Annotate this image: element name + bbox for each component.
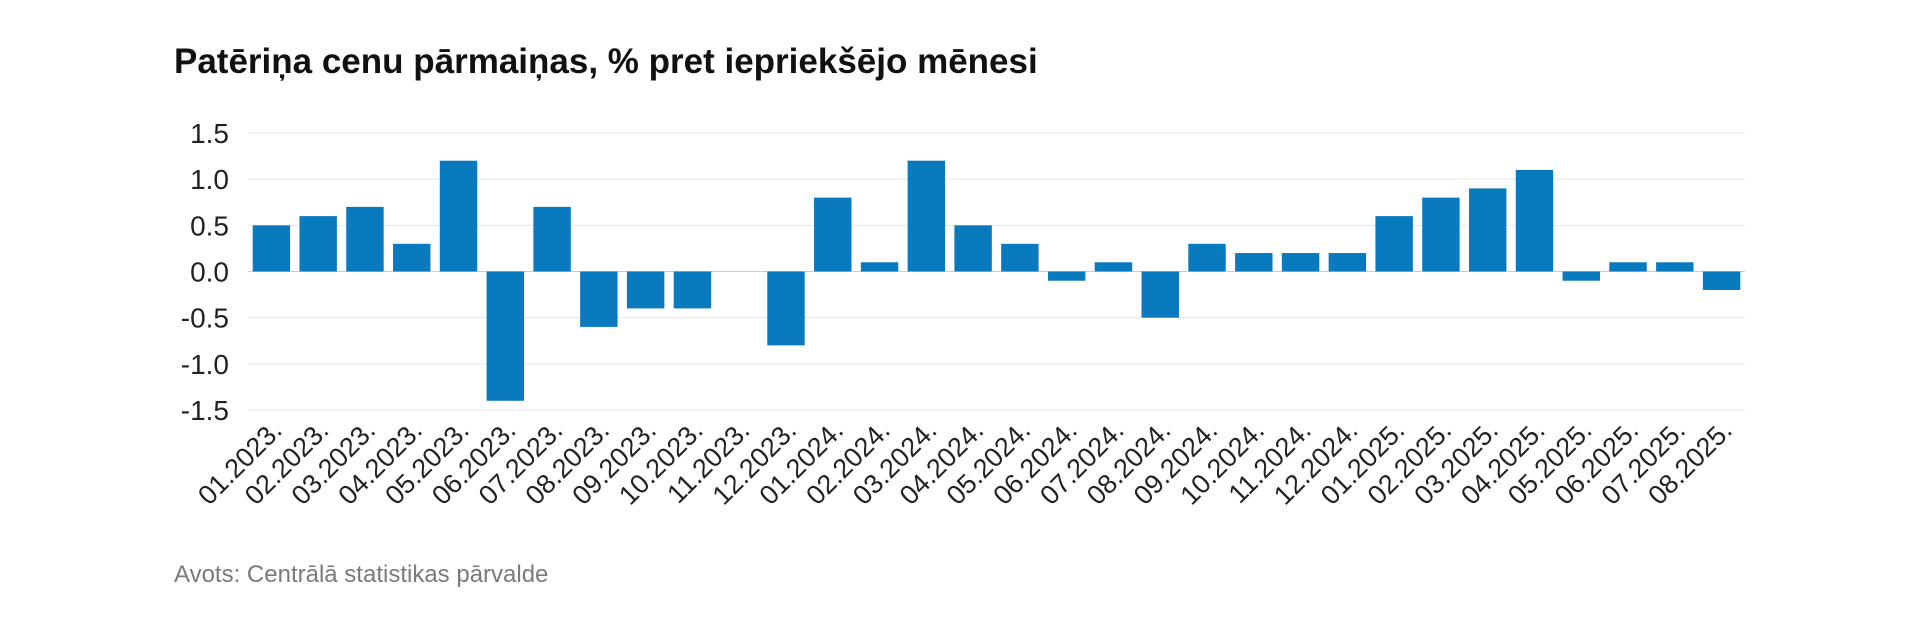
bar-02-2023 — [299, 216, 337, 272]
bar-05-2025 — [1562, 271, 1600, 281]
bar-08-2024 — [1141, 271, 1179, 318]
bar-12-2023 — [767, 271, 805, 346]
y-tick-label: 1.5 — [190, 118, 229, 149]
bar-02-2025 — [1422, 197, 1460, 272]
bar-08-2023 — [580, 271, 618, 327]
bar-07-2023 — [533, 206, 571, 272]
bar-11-2024 — [1281, 253, 1320, 272]
bar-01-2024 — [814, 197, 852, 272]
bar-05-2023 — [439, 160, 478, 272]
y-tick-label: -1.5 — [181, 395, 229, 426]
bar-06-2025 — [1609, 262, 1647, 272]
bar-09-2024 — [1188, 243, 1226, 272]
bar-05-2024 — [1001, 243, 1039, 272]
bars — [252, 160, 1741, 401]
bar-04-2024 — [954, 225, 992, 272]
bar-03-2025 — [1468, 188, 1507, 272]
bar-03-2023 — [346, 206, 384, 272]
chart-title: Patēriņa cenu pārmaiņas, % pret iepriekš… — [174, 42, 1038, 81]
y-tick-label: -1.0 — [181, 349, 229, 380]
bar-12-2024 — [1328, 253, 1367, 272]
y-tick-label: 0.5 — [190, 210, 229, 241]
bar-10-2023 — [673, 271, 712, 309]
bar-07-2025 — [1656, 262, 1694, 272]
bar-04-2025 — [1515, 169, 1554, 272]
bar-04-2023 — [393, 243, 431, 272]
source-note: Avots: Centrālā statistikas pārvalde — [174, 561, 549, 588]
y-tick-label: -0.5 — [181, 303, 229, 334]
bar-01-2025 — [1375, 216, 1413, 272]
y-tick-label: 0.0 — [190, 257, 229, 288]
bar-06-2023 — [486, 271, 525, 401]
x-axis-ticks: 01.2023.02.2023.03.2023.04.2023.05.2023.… — [192, 415, 1738, 511]
bar-01-2023 — [252, 225, 291, 272]
bar-02-2024 — [860, 262, 899, 272]
bar-08-2025 — [1702, 271, 1741, 290]
bar-07-2024 — [1094, 262, 1133, 272]
bar-10-2024 — [1235, 253, 1273, 272]
bar-06-2024 — [1047, 271, 1086, 281]
y-tick-label: 1.0 — [190, 164, 229, 195]
bar-09-2023 — [626, 271, 665, 309]
bar-03-2024 — [907, 160, 946, 272]
y-axis-ticks: 1.5 1.0 0.5 0.0 -0.5 -1.0 -1.5 — [181, 118, 229, 426]
